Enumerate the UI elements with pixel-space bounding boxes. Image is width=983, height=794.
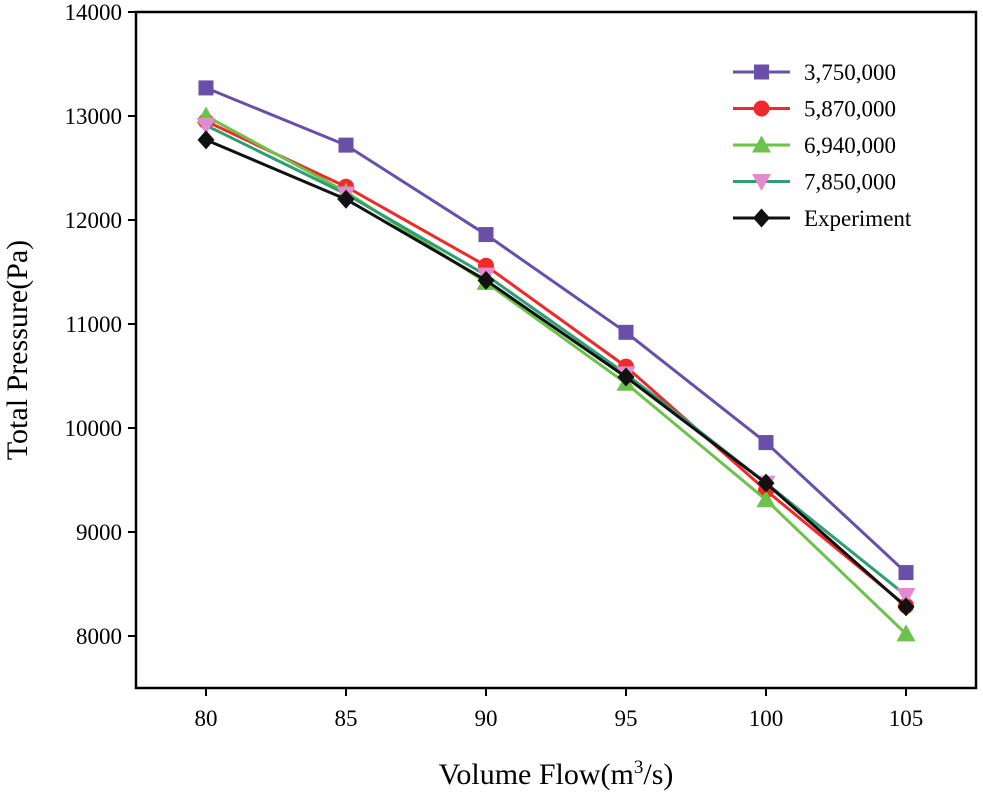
legend-item: Experiment	[733, 206, 912, 231]
data-point	[198, 80, 214, 96]
legend-label: Experiment	[804, 206, 912, 231]
x-axis-title-main: Volume Flow(m	[439, 758, 634, 791]
y-tick-label: 10000	[65, 416, 123, 441]
data-point	[478, 227, 494, 243]
data-point	[337, 189, 355, 209]
y-tick-label: 14000	[65, 0, 123, 25]
x-tick-label: 100	[749, 706, 784, 731]
y-axis-title: Total Pressure(Pa)	[1, 240, 34, 460]
x-axis-title-tail: /s)	[643, 758, 673, 791]
series-line	[205, 86, 908, 574]
legend-label: 5,870,000	[804, 97, 896, 122]
series-line	[205, 124, 907, 597]
data-point	[896, 624, 916, 642]
plot-frame	[134, 10, 978, 690]
series-line	[205, 138, 907, 609]
x-tick-label: 90	[475, 706, 498, 731]
legend-label: 6,940,000	[804, 133, 896, 158]
x-axis-title-superscript: 3	[634, 757, 644, 778]
legend-marker	[753, 100, 770, 117]
y-tick-label: 8000	[76, 624, 122, 649]
series-layer	[196, 80, 916, 642]
y-tick-label: 13000	[65, 104, 123, 129]
x-tick-label: 80	[195, 706, 218, 731]
legend-label: 7,850,000	[804, 170, 896, 195]
y-tick-label: 11000	[65, 312, 122, 337]
series-line	[205, 119, 907, 607]
x-tick-label: 105	[889, 706, 924, 731]
series-1	[198, 80, 914, 581]
x-tick-label: 95	[615, 706, 638, 731]
data-point	[757, 473, 775, 493]
legend-marker	[754, 64, 769, 80]
x-axis: 80 85 90 95 100 105	[195, 688, 924, 731]
legend-marker	[752, 135, 771, 153]
y-tick-label: 9000	[76, 520, 122, 545]
data-point	[897, 597, 915, 617]
data-point	[617, 367, 635, 387]
y-tick-label: 12000	[65, 208, 123, 233]
data-point	[338, 137, 354, 153]
legend-item: 5,870,000	[733, 97, 896, 122]
legend-label: 3,750,000	[804, 60, 896, 85]
data-point	[477, 270, 495, 290]
y-axis: 8000 9000 10000 11000 12000 13000 14000	[65, 0, 136, 649]
x-tick-label: 85	[335, 706, 358, 731]
legend-item: 6,940,000	[733, 133, 896, 158]
data-point	[196, 117, 216, 135]
legend-item: 3,750,000	[733, 60, 896, 85]
legend-marker	[752, 174, 771, 191]
data-point	[756, 490, 776, 508]
data-point	[197, 130, 215, 150]
series-5	[197, 130, 915, 617]
x-axis-title: Volume Flow(m3/s)	[439, 757, 674, 791]
data-point	[758, 435, 774, 451]
data-point	[898, 565, 914, 581]
data-point	[618, 324, 634, 340]
series-line	[205, 114, 908, 636]
legend-marker	[753, 208, 770, 228]
legend-item: 7,850,000	[733, 170, 896, 195]
data-point	[896, 587, 916, 605]
legend: 3,750,000 5,870,000 6,940,000 7,850,000 Expe…	[733, 60, 912, 231]
